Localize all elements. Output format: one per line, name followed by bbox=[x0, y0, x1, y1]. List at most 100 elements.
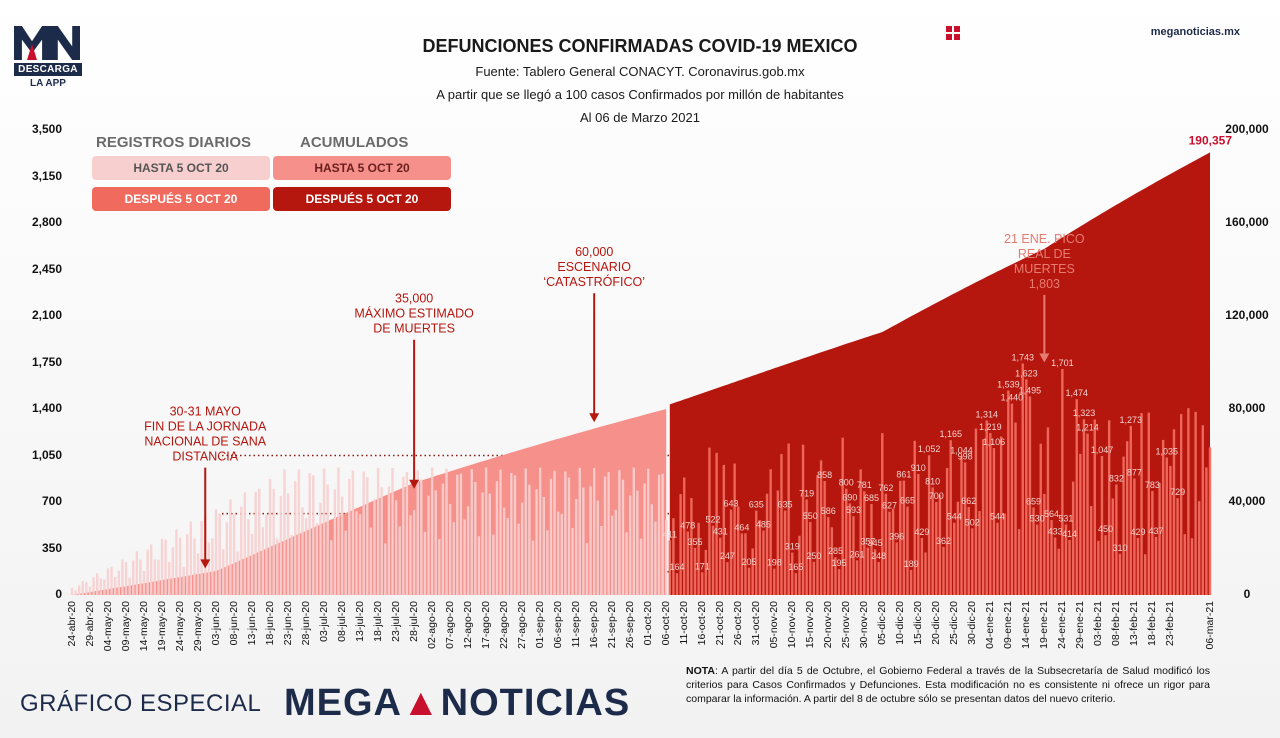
annotation-text: MUERTES bbox=[1014, 262, 1075, 276]
daily-bar bbox=[780, 454, 783, 595]
daily-bar bbox=[953, 522, 956, 595]
daily-bar bbox=[1017, 529, 1021, 595]
daily-value-label: 205 bbox=[742, 557, 757, 567]
daily-value-label: 685 bbox=[864, 493, 879, 503]
x-tick-label: 06-oct-20 bbox=[660, 601, 672, 646]
daily-bar bbox=[546, 530, 549, 595]
daily-bar bbox=[366, 477, 369, 595]
daily-bar bbox=[708, 447, 711, 595]
cumulative-final-label: 190,357 bbox=[1189, 133, 1233, 147]
daily-bar bbox=[1107, 420, 1111, 595]
daily-bar bbox=[301, 507, 304, 595]
daily-bar bbox=[665, 519, 668, 595]
annotation-text: DE MUERTES bbox=[373, 322, 455, 336]
daily-bar bbox=[556, 511, 560, 595]
daily-bar bbox=[1021, 363, 1024, 595]
daily-value-label: 189 bbox=[904, 559, 919, 569]
daily-bar bbox=[1035, 524, 1039, 595]
x-tick-label: 08-jul-20 bbox=[336, 601, 348, 642]
daily-bar bbox=[412, 510, 416, 595]
daily-bar bbox=[686, 531, 690, 595]
y-right-tick-label: 160,000 bbox=[1225, 215, 1269, 229]
x-tick-label: 26-sep-20 bbox=[624, 601, 636, 648]
daily-bar bbox=[744, 533, 747, 595]
daily-value-label: 431 bbox=[713, 527, 728, 537]
x-tick-label: 29-ene-21 bbox=[1074, 601, 1086, 649]
daily-bar bbox=[564, 471, 567, 595]
daily-bar bbox=[679, 494, 682, 595]
daily-bar bbox=[949, 440, 952, 595]
y-left-tick-label: 2,800 bbox=[31, 215, 62, 229]
daily-bar bbox=[225, 522, 229, 595]
daily-bar bbox=[1161, 439, 1165, 595]
daily-bar bbox=[319, 502, 322, 595]
daily-value-label: 1,219 bbox=[979, 422, 1002, 432]
daily-value-label: 345 bbox=[868, 538, 883, 548]
note-label: NOTA bbox=[686, 665, 715, 677]
daily-value-label: 550 bbox=[803, 511, 818, 521]
daily-bar bbox=[218, 513, 221, 595]
meganoticias-app-logo[interactable]: DESCARGA LA APP bbox=[14, 26, 82, 89]
daily-bar bbox=[701, 572, 704, 595]
daily-value-label: 700 bbox=[929, 491, 944, 501]
daily-bar bbox=[625, 532, 628, 595]
daily-bar bbox=[1129, 425, 1132, 595]
daily-value-label: 586 bbox=[821, 506, 836, 516]
daily-bar bbox=[783, 510, 787, 595]
daily-bar bbox=[747, 567, 751, 595]
daily-bar bbox=[128, 577, 131, 595]
daily-bar bbox=[207, 542, 211, 595]
x-tick-label: 05-nov-20 bbox=[768, 601, 780, 648]
daily-bar bbox=[740, 533, 744, 595]
daily-value-label: 861 bbox=[896, 470, 911, 480]
daily-bar bbox=[848, 503, 852, 595]
daily-bar bbox=[214, 509, 218, 595]
daily-bar bbox=[636, 490, 639, 595]
daily-bar bbox=[1208, 447, 1212, 595]
daily-bar bbox=[938, 494, 942, 595]
daily-value-label: 414 bbox=[1062, 529, 1077, 539]
footer-brand-a: MEGA bbox=[284, 682, 402, 724]
daily-value-label: 522 bbox=[706, 515, 721, 525]
daily-bar bbox=[427, 495, 430, 595]
daily-bar bbox=[384, 543, 387, 595]
y-left-tick-label: 1,050 bbox=[31, 447, 62, 462]
annotation-text: 60,000 bbox=[575, 245, 613, 259]
daily-bar bbox=[1140, 413, 1143, 595]
daily-bar bbox=[643, 483, 646, 595]
daily-bar bbox=[902, 480, 906, 595]
daily-bar bbox=[891, 508, 895, 595]
x-tick-label: 18-jun-20 bbox=[264, 601, 276, 646]
daily-bar bbox=[989, 433, 992, 595]
daily-bar bbox=[502, 507, 506, 595]
daily-bar bbox=[553, 470, 556, 595]
daily-bar bbox=[470, 469, 473, 595]
daily-value-label: 1,743 bbox=[1011, 352, 1034, 362]
daily-bar bbox=[823, 481, 826, 595]
x-tick-label: 04-may-20 bbox=[102, 601, 114, 651]
daily-bar bbox=[909, 569, 913, 595]
x-tick-label: 19-may-20 bbox=[156, 601, 168, 651]
daily-bar bbox=[423, 531, 427, 595]
x-tick-label: 12-ago-20 bbox=[462, 601, 474, 649]
x-tick-label: 25-dic-20 bbox=[948, 601, 960, 645]
daily-bar bbox=[1111, 498, 1114, 595]
daily-bar bbox=[1172, 429, 1176, 595]
daily-bar bbox=[931, 487, 934, 595]
brand-url[interactable]: meganoticias.mx bbox=[1150, 26, 1240, 38]
daily-bar bbox=[456, 474, 459, 595]
daily-bar bbox=[1039, 443, 1042, 595]
daily-value-label: 171 bbox=[695, 561, 710, 571]
daily-bar bbox=[484, 467, 488, 595]
daily-bar bbox=[582, 487, 585, 595]
x-tick-label: 23-jun-20 bbox=[282, 601, 294, 646]
daily-bar bbox=[391, 468, 394, 595]
chart-date: Al 06 de Marzo 2021 bbox=[580, 110, 700, 125]
daily-bar bbox=[722, 464, 726, 595]
x-tick-label: 20-nov-20 bbox=[822, 601, 834, 648]
daily-value-label: 1,052 bbox=[918, 444, 941, 454]
daily-bar bbox=[142, 571, 146, 595]
cumulative-area bbox=[72, 152, 1210, 595]
daily-bar bbox=[978, 511, 981, 595]
daily-bar bbox=[1151, 490, 1154, 595]
